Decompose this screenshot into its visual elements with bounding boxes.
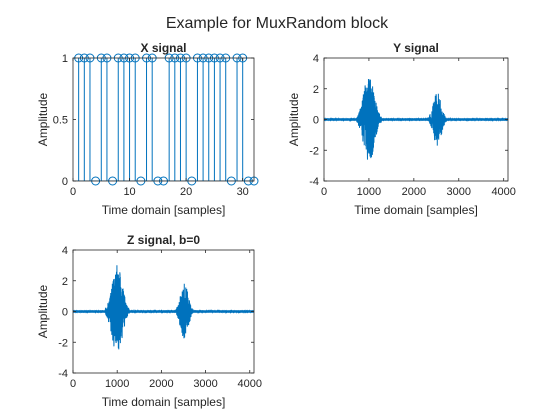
y-tick-label: 1: [62, 53, 68, 65]
data-y: [324, 78, 508, 160]
y-tick-label: -4: [58, 368, 68, 380]
y-tick-label: 0: [313, 115, 319, 127]
x-axis-label: Time domain [samples]: [102, 203, 226, 217]
x-tick-label: 2000: [402, 186, 426, 198]
y-tick-label: 4: [62, 245, 68, 257]
y-tick-label: 0.5: [53, 115, 68, 127]
y-tick-label: 2: [313, 84, 319, 96]
y-tick-label: 0: [62, 307, 68, 319]
axes-title: X signal: [140, 41, 186, 55]
x-tick-label: 1000: [357, 186, 381, 198]
data-x: [73, 58, 254, 181]
axes-title: Z signal, b=0: [127, 233, 200, 247]
axes-title: Y signal: [393, 41, 439, 55]
signal-line: [324, 78, 508, 160]
y-tick-label: -4: [309, 176, 319, 188]
x-tick-label: 0: [70, 378, 76, 390]
axes-z: 0 1000 2000 3000 4000 -4 -2 0 2 4 Z signal, b=0 Tim…: [36, 233, 262, 409]
y-tick-label: 4: [313, 53, 319, 65]
x-tick-label: 3000: [193, 378, 217, 390]
y-tick-label: -2: [309, 145, 319, 157]
y-tick-label: -2: [58, 337, 68, 349]
figure-title: Example for MuxRandom block: [166, 15, 389, 32]
x-axis-label: Time domain [samples]: [102, 395, 226, 409]
x-tick-label: 20: [180, 186, 192, 198]
x-tick-label: 30: [237, 186, 249, 198]
y-axis-label: Amplitude: [36, 285, 50, 339]
axes-x: 0 10 20 30 0 0.5 1 X signal Time domain [samples…: [36, 41, 259, 217]
x-tick-label: 0: [321, 186, 327, 198]
x-tick-label: 4000: [491, 186, 515, 198]
signal-line: [73, 265, 254, 350]
x-tick-label: 10: [123, 186, 135, 198]
y-axis-label: Amplitude: [287, 93, 301, 147]
y-tick-label: 2: [62, 276, 68, 288]
x-tick-label: 3000: [447, 186, 471, 198]
y-axis-label: Amplitude: [36, 93, 50, 147]
axes-y: 0 1000 2000 3000 4000 -4 -2 0 2 4 Y signal Time dom…: [287, 41, 516, 217]
x-tick-label: 1000: [105, 378, 129, 390]
x-tick-label: 2000: [149, 378, 173, 390]
data-z: [73, 265, 254, 350]
x-tick-label: 0: [70, 186, 76, 198]
x-tick-label: 4000: [238, 378, 262, 390]
y-tick-label: 0: [62, 176, 68, 188]
x-axis-label: Time domain [samples]: [354, 203, 478, 217]
